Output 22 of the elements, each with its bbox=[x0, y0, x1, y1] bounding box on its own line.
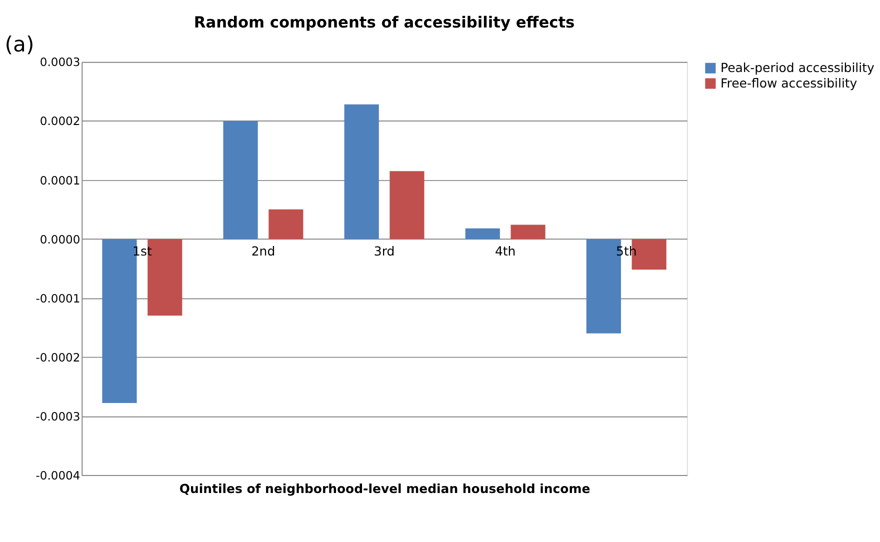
bar bbox=[223, 120, 258, 239]
bar bbox=[465, 228, 500, 239]
bar bbox=[390, 171, 424, 239]
y-tick-label: -0.0002 bbox=[36, 350, 80, 364]
legend-label: Free-flow accessibility bbox=[720, 75, 858, 90]
y-tick-label: -0.0003 bbox=[36, 409, 80, 424]
x-tick-label: 4th bbox=[494, 243, 516, 258]
legend-label: Peak-period accessibility bbox=[720, 60, 874, 75]
y-tick-label: -0.0001 bbox=[36, 291, 80, 306]
x-tick-label: 3rd bbox=[374, 243, 395, 258]
y-tick-label: 0.0002 bbox=[40, 114, 80, 128]
chart-title: Random components of accessibility effects bbox=[194, 13, 575, 32]
y-tick-label: -0.0004 bbox=[36, 468, 80, 482]
x-tick-label: 2nd bbox=[251, 243, 276, 258]
y-tick-label: 0.0003 bbox=[40, 55, 80, 70]
x-axis-title: Quintiles of neighborhood-level median household income bbox=[179, 480, 590, 496]
y-tick-label: 0.0001 bbox=[40, 173, 80, 188]
bar bbox=[268, 209, 304, 239]
bar bbox=[344, 104, 379, 239]
y-tick-label: 0.0000 bbox=[40, 232, 80, 246]
bar bbox=[510, 224, 546, 239]
text: (a) bbox=[4, 31, 34, 56]
